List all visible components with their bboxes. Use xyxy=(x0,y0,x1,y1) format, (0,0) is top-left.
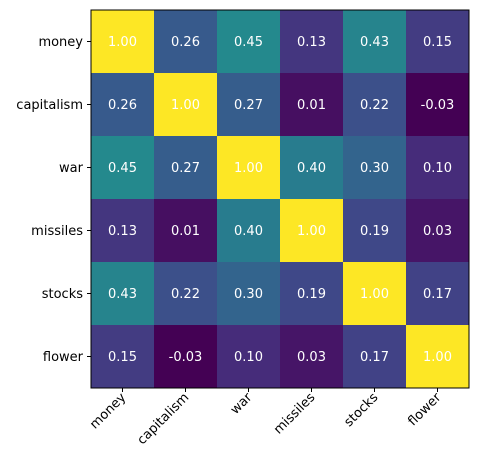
x-tick-label: missiles xyxy=(271,390,318,437)
cell-value-label: 0.22 xyxy=(360,98,389,113)
heatmap-cell xyxy=(217,325,280,388)
cell-value-label: -0.03 xyxy=(421,98,455,113)
cell-value-label: 1.00 xyxy=(423,350,452,365)
cell-value-label: 0.01 xyxy=(297,98,326,113)
cell-value-label: 0.03 xyxy=(423,224,452,239)
cell-value-label: 0.40 xyxy=(297,161,326,176)
x-tick-label: money xyxy=(87,390,129,432)
cell-value-label: 0.45 xyxy=(108,161,137,176)
heatmap-cell xyxy=(217,199,280,262)
heatmap-cell xyxy=(154,73,217,136)
x-tick-label: war xyxy=(228,390,256,418)
heatmap-cell xyxy=(217,10,280,73)
heatmap-cell xyxy=(91,325,154,388)
cell-value-label: 0.17 xyxy=(423,287,452,302)
cell-value-label: 0.13 xyxy=(108,224,137,239)
x-tick-label: capitalism xyxy=(135,390,193,448)
cell-value-label: 0.43 xyxy=(108,287,137,302)
heatmap-cell xyxy=(154,262,217,325)
cell-value-label: 0.43 xyxy=(360,35,389,50)
heatmap-cell xyxy=(280,262,343,325)
heatmap-cell xyxy=(91,199,154,262)
cell-value-label: 0.26 xyxy=(108,98,137,113)
cell-value-label: 1.00 xyxy=(297,224,326,239)
cell-value-label: 0.30 xyxy=(360,161,389,176)
cell-value-label: 0.13 xyxy=(297,35,326,50)
cell-value-label: 0.19 xyxy=(360,224,389,239)
heatmap-cell xyxy=(217,262,280,325)
y-tick-label: stocks xyxy=(42,287,83,302)
heatmap-cell xyxy=(343,262,406,325)
heatmap-cell xyxy=(91,136,154,199)
cell-value-label: 0.03 xyxy=(297,350,326,365)
y-tick-label: money xyxy=(38,35,83,50)
heatmap-cell xyxy=(280,325,343,388)
heatmap-cell xyxy=(406,136,469,199)
cell-value-label: 0.10 xyxy=(234,350,263,365)
y-tick-label: capitalism xyxy=(16,98,83,113)
heatmap-cell xyxy=(91,73,154,136)
cell-value-label: 0.19 xyxy=(297,287,326,302)
x-tick-label: stocks xyxy=(342,390,382,430)
heatmap-cell xyxy=(343,10,406,73)
heatmap-cell xyxy=(343,136,406,199)
heatmap-cell xyxy=(406,199,469,262)
cell-value-label: 0.10 xyxy=(423,161,452,176)
cell-value-label: 0.17 xyxy=(360,350,389,365)
heatmap-cell xyxy=(280,199,343,262)
heatmap-cell xyxy=(91,262,154,325)
heatmap-cell xyxy=(91,10,154,73)
heatmap-cell xyxy=(343,325,406,388)
heatmap-cell xyxy=(154,136,217,199)
cell-value-label: 0.15 xyxy=(108,350,137,365)
cell-value-label: 0.22 xyxy=(171,287,200,302)
cell-value-label: 1.00 xyxy=(234,161,263,176)
heatmap-cell xyxy=(154,10,217,73)
y-tick-label: flower xyxy=(43,350,84,365)
heatmap-cell xyxy=(343,73,406,136)
heatmap-cell xyxy=(343,199,406,262)
x-tick-label: flower xyxy=(405,390,444,429)
plot-frame xyxy=(90,9,470,389)
y-tick-label: missiles xyxy=(31,224,83,239)
cell-value-label: 1.00 xyxy=(171,98,200,113)
cell-value-label: -0.03 xyxy=(169,350,203,365)
cell-value-label: 0.26 xyxy=(171,35,200,50)
heatmap-cell xyxy=(280,136,343,199)
cell-value-label: 1.00 xyxy=(108,35,137,50)
cell-value-label: 0.27 xyxy=(234,98,263,113)
cell-value-label: 0.45 xyxy=(234,35,263,50)
heatmap-cell xyxy=(154,325,217,388)
heatmap-cell xyxy=(280,73,343,136)
cell-value-label: 0.30 xyxy=(234,287,263,302)
cell-value-label: 1.00 xyxy=(360,287,389,302)
heatmap-cell xyxy=(217,136,280,199)
heatmap-cell xyxy=(154,199,217,262)
heatmap-cell xyxy=(280,10,343,73)
cell-value-label: 0.40 xyxy=(234,224,263,239)
cell-value-label: 0.27 xyxy=(171,161,200,176)
cell-value-label: 0.15 xyxy=(423,35,452,50)
y-tick-label: war xyxy=(59,161,84,176)
heatmap-cell xyxy=(406,73,469,136)
heatmap-cell xyxy=(217,73,280,136)
heatmap-cell xyxy=(406,325,469,388)
heatmap-cell xyxy=(406,262,469,325)
heatmap-cell xyxy=(406,10,469,73)
cell-value-label: 0.01 xyxy=(171,224,200,239)
